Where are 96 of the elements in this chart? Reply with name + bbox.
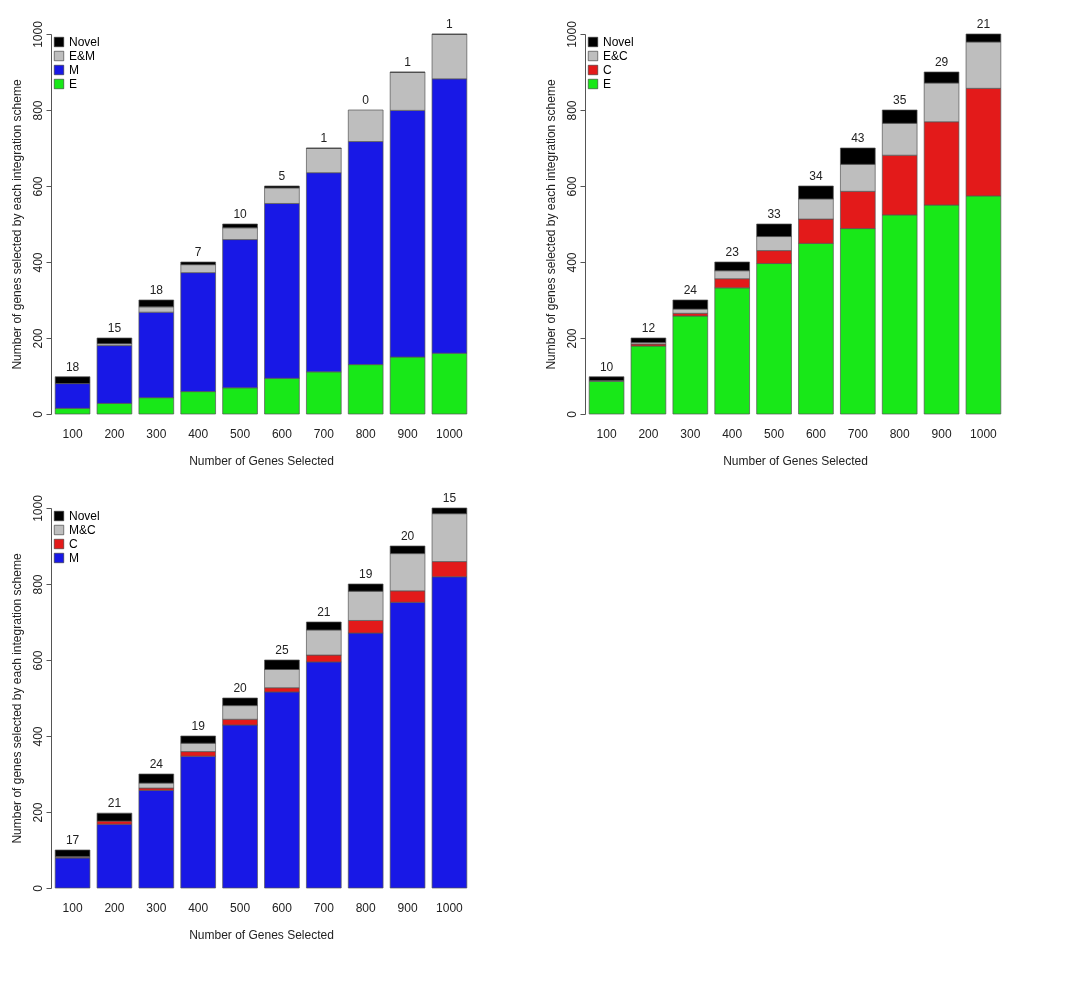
x-tick-label: 600 bbox=[805, 426, 827, 441]
y-tick-label: 200 bbox=[30, 328, 45, 349]
y-axis-title: Number of genes selected by each integration scheme bbox=[9, 79, 24, 370]
y-tick-label: 600 bbox=[30, 176, 45, 197]
x-tick-label: 300 bbox=[146, 426, 167, 441]
data-label: 24 bbox=[683, 283, 698, 297]
y-tick-label: 0 bbox=[30, 884, 45, 892]
x-tick-label: 600 bbox=[271, 426, 293, 441]
y-tick-label: 1000 bbox=[30, 20, 45, 48]
x-tick-label: 1000 bbox=[436, 426, 464, 441]
y-tick-label: 800 bbox=[564, 100, 579, 121]
data-label: 23 bbox=[725, 245, 740, 259]
data-label: 21 bbox=[317, 605, 331, 619]
data-label: 7 bbox=[194, 245, 202, 259]
x-tick-label: 500 bbox=[230, 900, 251, 915]
data-label: 5 bbox=[278, 169, 286, 183]
x-tick-label: 400 bbox=[188, 900, 209, 915]
x-tick-label: 100 bbox=[596, 426, 617, 441]
x-tick-label: 500 bbox=[230, 426, 251, 441]
x-tick-label: 600 bbox=[271, 900, 293, 915]
x-tick-label: 500 bbox=[764, 426, 785, 441]
x-tick-label: 200 bbox=[104, 900, 125, 915]
legend-label: E bbox=[603, 77, 612, 91]
x-tick-label: 800 bbox=[355, 426, 377, 441]
data-label: 20 bbox=[233, 681, 248, 695]
data-label: 18 bbox=[149, 283, 164, 297]
data-label: 19 bbox=[191, 719, 206, 733]
x-tick-label: 300 bbox=[146, 900, 167, 915]
legend-label: Novel bbox=[69, 35, 100, 49]
data-label: 15 bbox=[107, 321, 122, 335]
data-label: 1 bbox=[446, 17, 454, 31]
data-label: 1 bbox=[320, 131, 328, 145]
data-label: 29 bbox=[934, 55, 949, 69]
data-label: 25 bbox=[275, 643, 289, 657]
x-tick-label: 800 bbox=[889, 426, 911, 441]
legend-label: E&C bbox=[603, 49, 629, 63]
x-tick-label: 1000 bbox=[436, 900, 464, 915]
y-axis-title: Number of genes selected by each integration scheme bbox=[543, 79, 558, 370]
y-tick-label: 800 bbox=[30, 100, 45, 121]
data-label: 10 bbox=[599, 359, 614, 374]
legend-label: E&M bbox=[69, 49, 96, 63]
legend-label: M&C bbox=[69, 523, 96, 537]
y-tick-label: 400 bbox=[564, 252, 579, 273]
x-tick-label: 700 bbox=[313, 900, 335, 915]
data-label: 12 bbox=[641, 321, 656, 335]
x-axis-title: Number of Genes Selected bbox=[189, 453, 334, 468]
x-tick-label: 100 bbox=[62, 900, 83, 915]
data-label: 0 bbox=[362, 93, 370, 107]
data-label: 19 bbox=[359, 567, 373, 581]
x-tick-label: 900 bbox=[397, 900, 418, 915]
x-tick-label: 700 bbox=[847, 426, 869, 441]
x-tick-label: 1000 bbox=[970, 426, 998, 441]
y-axis-title: Number of genes selected by each integration scheme bbox=[9, 553, 24, 844]
data-label: 15 bbox=[442, 491, 457, 505]
x-tick-label: 900 bbox=[397, 426, 418, 441]
legend-label: Novel bbox=[603, 35, 634, 49]
y-tick-label: 600 bbox=[564, 176, 579, 197]
y-tick-label: 200 bbox=[30, 802, 45, 823]
y-tick-label: 0 bbox=[564, 410, 579, 418]
y-tick-label: 0 bbox=[30, 410, 45, 418]
data-label: 10 bbox=[233, 207, 248, 221]
data-label: 35 bbox=[893, 93, 907, 107]
y-tick-label: 200 bbox=[564, 328, 579, 349]
x-tick-label: 800 bbox=[355, 900, 377, 915]
x-tick-label: 200 bbox=[638, 426, 659, 441]
y-tick-label: 400 bbox=[30, 726, 45, 747]
legend-label: Novel bbox=[69, 509, 100, 523]
legend-label: M bbox=[69, 63, 79, 77]
data-label: 21 bbox=[107, 796, 122, 811]
data-label: 33 bbox=[767, 207, 782, 221]
y-tick-label: 400 bbox=[30, 252, 45, 273]
legend-label: M bbox=[69, 551, 79, 565]
x-tick-label: 400 bbox=[188, 426, 209, 441]
x-tick-label: 200 bbox=[104, 426, 125, 441]
x-tick-label: 700 bbox=[313, 426, 335, 441]
data-label: 17 bbox=[65, 833, 80, 847]
data-label: 43 bbox=[851, 131, 865, 145]
y-tick-label: 1000 bbox=[30, 494, 45, 522]
x-tick-label: 300 bbox=[680, 426, 701, 441]
data-label: 1 bbox=[404, 55, 412, 69]
data-label: 20 bbox=[400, 529, 415, 543]
y-tick-label: 1000 bbox=[564, 20, 579, 48]
data-label: 18 bbox=[65, 359, 80, 374]
x-tick-label: 400 bbox=[722, 426, 743, 441]
data-label: 34 bbox=[809, 169, 823, 183]
data-label: 21 bbox=[976, 17, 991, 31]
x-tick-label: 900 bbox=[931, 426, 952, 441]
legend-label: C bbox=[603, 63, 612, 77]
y-tick-label: 600 bbox=[30, 650, 45, 671]
x-tick-label: 100 bbox=[62, 426, 83, 441]
legend-label: E bbox=[69, 77, 78, 91]
x-axis-title: Number of Genes Selected bbox=[189, 927, 334, 942]
data-label: 24 bbox=[149, 757, 164, 771]
y-tick-label: 800 bbox=[30, 574, 45, 595]
x-axis-title: Number of Genes Selected bbox=[723, 453, 868, 468]
legend-label: C bbox=[69, 537, 78, 551]
